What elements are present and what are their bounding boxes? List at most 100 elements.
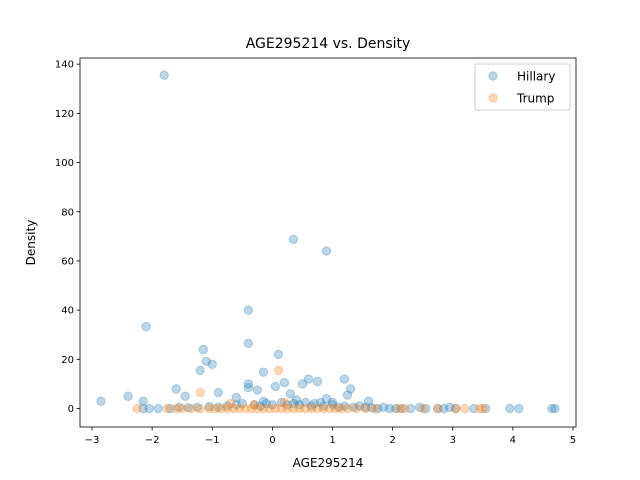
scatter-point-trump: [177, 403, 187, 414]
scatter-point-hillary: [123, 391, 133, 401]
y-axis-label: Density: [24, 220, 38, 266]
scatter-point-hillary: [138, 396, 148, 406]
scatter-point-hillary: [405, 403, 416, 414]
scatter-point-hillary: [153, 403, 163, 414]
scatter-point-trump: [460, 403, 470, 414]
scatter-point-trump: [171, 403, 181, 414]
scatter-point-trump: [451, 403, 461, 414]
scatter-point-trump: [228, 403, 239, 414]
legend-box: [474, 63, 571, 111]
scatter-point-trump: [393, 403, 404, 414]
x-tick-label: −1: [205, 435, 220, 446]
scatter-point-trump: [258, 403, 269, 414]
scatter-point-hillary: [159, 70, 169, 80]
scatter-point-hillary: [171, 384, 181, 394]
scatter-point-hillary: [285, 389, 296, 399]
scatter-point-hillary: [258, 367, 269, 377]
scatter-point-trump: [300, 403, 311, 414]
scatter-point-hillary: [231, 392, 242, 403]
scatter-point-hillary: [342, 390, 353, 400]
scatter-point-hillary: [222, 401, 232, 411]
scatter-point-hillary: [321, 394, 332, 404]
scatter-point-hillary: [141, 321, 151, 332]
scatter-point-hillary: [390, 403, 401, 414]
scatter-point-trump: [351, 403, 362, 414]
scatter-point-trump: [282, 403, 293, 414]
scatter-point-hillary: [303, 374, 314, 384]
scatter-point-trump: [225, 398, 236, 409]
scatter-point-trump: [204, 403, 214, 414]
scatter-point-hillary: [174, 402, 184, 413]
scatter-point-hillary: [288, 234, 299, 245]
scatter-point-hillary: [339, 374, 350, 384]
scatter-point-hillary: [261, 398, 272, 409]
scatter-point-trump: [234, 403, 245, 414]
scatter-point-hillary: [366, 403, 377, 413]
x-tick-label: 4: [510, 435, 516, 446]
chart-title: AGE295214 vs. Density: [246, 36, 411, 52]
series-hillary: [96, 70, 560, 414]
scatter-point-trump: [270, 403, 281, 414]
y-tick-label: 20: [61, 355, 74, 366]
scatter-point-trump: [132, 403, 142, 414]
scatter-point-hillary: [198, 344, 208, 355]
scatter-point-hillary: [192, 402, 202, 413]
x-axis: −3 −2 −1 0 1 2 3 4 5: [85, 427, 576, 446]
scatter-point-trump: [330, 403, 341, 414]
scatter-point-hillary: [138, 403, 148, 414]
scatter-point-hillary: [547, 403, 557, 414]
scatter-point-hillary: [327, 400, 338, 410]
scatter-point-trump: [324, 403, 335, 414]
scatter-point-hillary: [339, 401, 350, 411]
plot-frame: [79, 57, 577, 428]
legend-label-hillary: Hillary: [517, 70, 555, 84]
y-tick-label: 0: [68, 404, 74, 415]
scatter-point-hillary: [213, 402, 223, 413]
x-tick-label: 5: [570, 435, 576, 446]
scatter-point-hillary: [96, 396, 106, 406]
scatter-point-hillary: [354, 401, 365, 411]
scatter-point-trump: [246, 403, 257, 414]
scatter-point-hillary: [243, 379, 254, 389]
scatter-point-hillary: [384, 403, 395, 414]
scatter-point-hillary: [550, 403, 560, 414]
scatter-point-trump: [264, 403, 275, 414]
scatter-point-trump: [306, 403, 317, 414]
scatter-point-hillary: [276, 397, 287, 408]
legend-marker-trump: [488, 93, 498, 103]
scatter-point-hillary: [183, 403, 193, 413]
y-axis: 0 20 40 60 80 100 120 140: [55, 60, 80, 415]
scatter-point-hillary: [378, 402, 389, 413]
scatter-point-trump: [279, 397, 290, 408]
scatter-point-trump: [336, 403, 347, 414]
scatter-point-trump: [360, 403, 371, 414]
scatter-point-trump: [210, 403, 220, 414]
scatter-point-trump: [162, 403, 172, 414]
legend-label-trump: Trump: [516, 92, 554, 106]
scatter-point-hillary: [439, 403, 449, 414]
scatter-point-trump: [222, 403, 232, 414]
scatter-point-hillary: [252, 385, 263, 395]
scatter-point-hillary: [237, 398, 248, 409]
scatter-point-hillary: [481, 403, 491, 414]
scatter-point-trump: [249, 400, 260, 410]
scatter-point-hillary: [279, 378, 290, 388]
scatter-point-hillary: [195, 365, 205, 376]
scatter-point-hillary: [243, 338, 254, 349]
scatter-point-hillary: [270, 381, 281, 392]
scatter-point-hillary: [514, 403, 524, 414]
scatter-point-hillary: [345, 384, 356, 394]
scatter-point-hillary: [333, 402, 344, 413]
scatter-point-hillary: [318, 401, 329, 411]
scatter-point-hillary: [321, 246, 332, 256]
scatter-point-hillary: [348, 402, 359, 413]
scatter-point-trump: [288, 403, 299, 414]
scatter-point-hillary: [243, 305, 254, 315]
scatter-point-trump: [399, 403, 410, 414]
scatter-point-hillary: [300, 397, 311, 408]
x-tick-label: −3: [85, 435, 100, 446]
scatter-point-hillary: [165, 403, 175, 414]
scatter-point-hillary: [396, 403, 407, 414]
scatter-point-hillary: [312, 376, 323, 387]
